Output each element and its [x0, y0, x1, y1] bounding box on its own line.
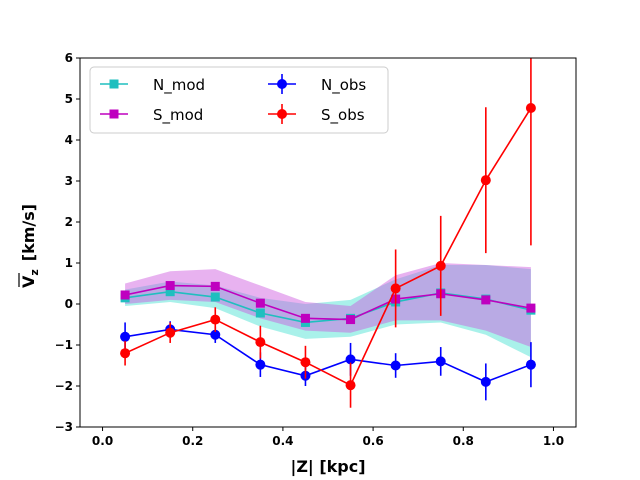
y-axis-label-text: Vz[km/s] — [19, 204, 41, 288]
y-tick-label: −2 — [55, 379, 73, 393]
legend-box — [89, 66, 389, 134]
x-axis-label: |Z| [kpc] — [290, 457, 365, 477]
s-obs-point — [120, 348, 131, 359]
x-tick-label: 1.0 — [543, 434, 564, 448]
s-obs-point — [525, 103, 536, 114]
legend-marker — [109, 109, 119, 119]
y-tick-label: 4 — [65, 133, 73, 147]
legend: N_mod S_mod N_obs S_obs — [89, 66, 389, 134]
y-tick-label: −3 — [55, 420, 73, 434]
x-tick-label: 0.8 — [453, 434, 474, 448]
legend-label: N_mod — [153, 76, 205, 95]
n-mod-band — [125, 265, 531, 358]
n-mod-point — [210, 292, 220, 302]
legend-item-s-obs: S_obs — [268, 104, 365, 125]
s-obs-point — [345, 380, 356, 391]
s-mod-point — [255, 298, 265, 308]
s-obs-point — [300, 357, 311, 368]
s-mod-point — [481, 295, 491, 305]
s-obs-point — [435, 260, 446, 271]
series-layer — [120, 58, 536, 408]
s-obs-series — [120, 58, 536, 408]
s-obs-point — [255, 337, 266, 348]
s-mod-point — [210, 281, 220, 291]
x-tick-label: 0.6 — [362, 434, 383, 448]
n-mod-line — [124, 290, 532, 324]
s-mod-line — [124, 284, 532, 321]
y-tick-label: 1 — [65, 256, 73, 270]
n-obs-point — [525, 359, 536, 370]
legend-item-n-mod: N_mod — [100, 76, 205, 95]
y-tick-label: 3 — [65, 174, 73, 188]
y-axis: −3 −2 −1 0 1 2 3 4 5 6 — [55, 51, 80, 434]
plot-frame — [79, 57, 577, 428]
y-tick-label: 0 — [65, 297, 73, 311]
legend-marker — [109, 79, 119, 89]
s-obs-point — [165, 327, 176, 338]
y-tick-label: 6 — [65, 51, 73, 65]
y-tick-label: 5 — [65, 92, 73, 106]
n-obs-point — [120, 331, 131, 342]
legend-label: S_mod — [153, 106, 203, 125]
s-mod-point — [300, 313, 310, 323]
x-tick-label: 0.0 — [92, 434, 113, 448]
n-obs-point — [255, 359, 266, 370]
n-mod-point — [165, 287, 175, 297]
x-tick-label: 0.4 — [272, 434, 293, 448]
s-mod-point — [346, 315, 356, 325]
n-obs-point — [435, 356, 446, 367]
n-obs-point — [390, 360, 401, 371]
legend-marker — [277, 109, 287, 119]
s-mod-band — [125, 263, 531, 348]
s-obs-line — [124, 107, 532, 387]
s-obs-point — [390, 283, 401, 294]
y-axis-label: Vz[km/s] — [18, 204, 41, 288]
s-mod-point — [526, 303, 536, 313]
s-mod-point — [120, 290, 130, 300]
n-obs-point — [480, 376, 491, 387]
s-obs-point — [480, 175, 491, 186]
n-obs-point — [210, 329, 221, 340]
model-bands — [125, 263, 531, 358]
legend-label: S_obs — [321, 106, 365, 125]
legend-item-s-mod: S_mod — [100, 106, 203, 125]
s-mod-point — [165, 281, 175, 291]
s-obs-point — [210, 314, 221, 325]
legend-marker — [277, 79, 287, 89]
n-obs-line — [124, 328, 532, 383]
legend-item-n-obs: N_obs — [268, 74, 366, 95]
y-tick-label: −1 — [55, 338, 73, 352]
x-tick-label: 0.2 — [182, 434, 203, 448]
legend-label: N_obs — [321, 76, 366, 95]
y-tick-label: 2 — [65, 215, 73, 229]
n-mod-point — [255, 308, 265, 318]
n-obs-point — [345, 354, 356, 365]
x-axis: 0.0 0.2 0.4 0.6 0.8 1.0 — [92, 427, 564, 448]
